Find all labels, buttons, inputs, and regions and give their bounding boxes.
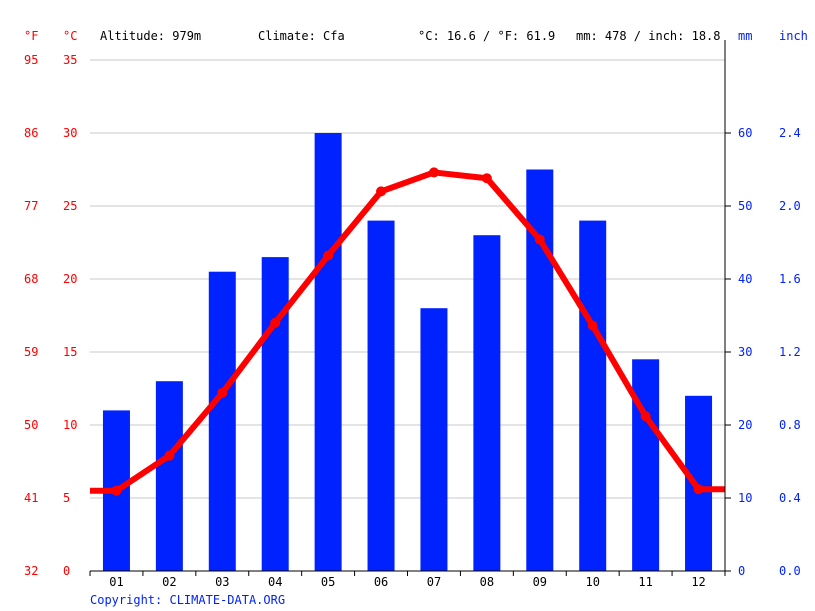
tick-label-month: 09 <box>533 575 547 589</box>
temperature-point <box>111 485 122 496</box>
tick-label-mm: 50 <box>738 199 752 213</box>
climate-label: Climate: Cfa <box>258 29 345 43</box>
unit-inch-label: inch <box>779 29 808 43</box>
tick-label-mm: 20 <box>738 418 752 432</box>
tick-label-inch: 0.4 <box>779 491 801 505</box>
tick-label-inch: 2.4 <box>779 126 801 140</box>
temperature-point <box>164 450 175 461</box>
tick-label-month: 01 <box>109 575 123 589</box>
tick-label-fahrenheit: 95 <box>24 53 38 67</box>
precipitation-bar <box>261 257 289 571</box>
temperature-point <box>376 186 387 197</box>
copyright-link[interactable]: Copyright: CLIMATE-DATA.ORG <box>90 593 285 607</box>
tick-label-month: 03 <box>215 575 229 589</box>
temperature-point <box>323 250 334 261</box>
tick-label-inch: 2.0 <box>779 199 801 213</box>
precipitation-bar <box>632 359 660 571</box>
temperature-point <box>428 167 439 178</box>
temperature-line <box>90 169 725 494</box>
tick-label-month: 11 <box>638 575 652 589</box>
precipitation-bar <box>685 395 713 571</box>
tick-label-month: 10 <box>585 575 599 589</box>
tick-label-fahrenheit: 50 <box>24 418 38 432</box>
tick-label-celsius: 20 <box>63 272 77 286</box>
tick-label-fahrenheit: 32 <box>24 564 38 578</box>
temperature-point <box>217 387 228 398</box>
tick-label-mm: 40 <box>738 272 752 286</box>
tick-label-mm: 30 <box>738 345 752 359</box>
tick-label-mm: 60 <box>738 126 752 140</box>
temperature-point <box>640 411 651 422</box>
tick-label-month: 12 <box>691 575 705 589</box>
tick-label-month: 02 <box>162 575 176 589</box>
precipitation-bar <box>579 220 607 571</box>
precipitation-bar <box>208 271 236 571</box>
tick-labels: 0 32 5 41 10 50 15 59 20 68 25 77 30 86 35 95 0 0.0 10 0.4 2… <box>24 53 801 589</box>
unit-mm-label: mm <box>738 29 752 43</box>
precipitation-total-label: mm: 478 / inch: 18.8 <box>576 29 721 43</box>
tick-label-celsius: 35 <box>63 53 77 67</box>
tick-label-month: 08 <box>480 575 494 589</box>
tick-label-inch: 1.2 <box>779 345 801 359</box>
temperature-point <box>270 317 281 328</box>
temperature-point <box>693 484 704 495</box>
precipitation-bar <box>155 381 183 571</box>
tick-label-fahrenheit: 41 <box>24 491 38 505</box>
precipitation-bars <box>102 133 713 571</box>
tick-label-mm: 0 <box>738 564 745 578</box>
tick-label-fahrenheit: 59 <box>24 345 38 359</box>
axes <box>89 40 731 576</box>
temperature-point <box>587 320 598 331</box>
altitude-label: Altitude: 979m <box>100 29 201 43</box>
tick-label-celsius: 25 <box>63 199 77 213</box>
temperature-point <box>534 234 545 245</box>
tick-label-celsius: 15 <box>63 345 77 359</box>
precipitation-bar <box>314 133 342 571</box>
tick-label-inch: 0.8 <box>779 418 801 432</box>
unit-celsius-label: °C <box>63 29 77 43</box>
tick-label-month: 05 <box>321 575 335 589</box>
temperature-point <box>481 173 492 184</box>
tick-label-fahrenheit: 86 <box>24 126 38 140</box>
tick-label-mm: 10 <box>738 491 752 505</box>
tick-label-inch: 0.0 <box>779 564 801 578</box>
tick-label-month: 04 <box>268 575 282 589</box>
precipitation-bar <box>420 308 448 571</box>
unit-fahrenheit-label: °F <box>24 29 38 43</box>
precipitation-bar <box>367 220 395 571</box>
tick-label-celsius: 30 <box>63 126 77 140</box>
tick-label-celsius: 5 <box>63 491 70 505</box>
tick-label-month: 06 <box>374 575 388 589</box>
temperature-line-group <box>90 167 725 496</box>
precipitation-bar <box>473 235 501 571</box>
tick-label-inch: 1.6 <box>779 272 801 286</box>
temperature-average-label: °C: 16.6 / °F: 61.9 <box>418 29 555 43</box>
tick-label-celsius: 10 <box>63 418 77 432</box>
tick-label-month: 07 <box>427 575 441 589</box>
tick-label-fahrenheit: 77 <box>24 199 38 213</box>
tick-label-fahrenheit: 68 <box>24 272 38 286</box>
tick-label-celsius: 0 <box>63 564 70 578</box>
